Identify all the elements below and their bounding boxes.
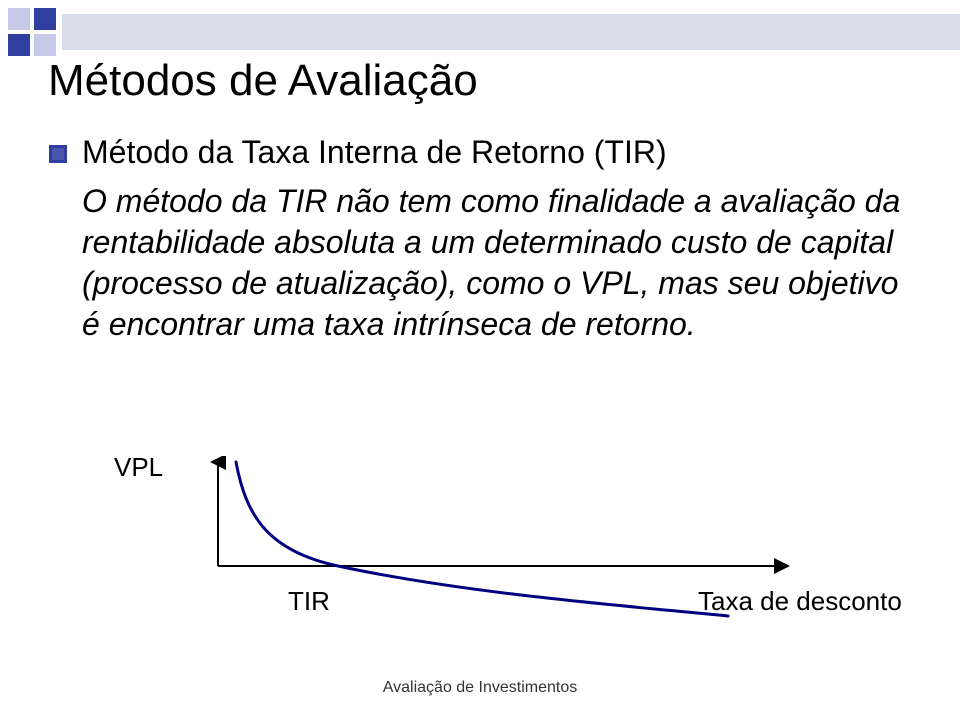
slide-title: Métodos de Avaliação <box>48 56 920 106</box>
square-3 <box>8 34 30 56</box>
x-intercept-label: TIR <box>288 586 330 617</box>
square-2 <box>34 8 56 30</box>
bullet-text: Método da Taxa Interna de Retorno (TIR) <box>82 134 667 171</box>
slide-content: Métodos de Avaliação Método da Taxa Inte… <box>48 56 920 657</box>
square-bullet-icon <box>48 144 68 164</box>
body-text: O método da TIR não tem como finalidade … <box>82 181 912 345</box>
x-axis-label: Taxa de desconto <box>698 586 902 617</box>
vpl-curve-chart: VPL TIR Taxa de desconto <box>168 456 808 636</box>
header-band <box>62 14 960 50</box>
bullet-row: Método da Taxa Interna de Retorno (TIR) <box>48 134 920 171</box>
y-axis-label: VPL <box>114 452 163 483</box>
corner-squares <box>8 8 56 56</box>
slide-footer: Avaliação de Investimentos <box>0 679 960 697</box>
square-4 <box>34 34 56 56</box>
square-1 <box>8 8 30 30</box>
